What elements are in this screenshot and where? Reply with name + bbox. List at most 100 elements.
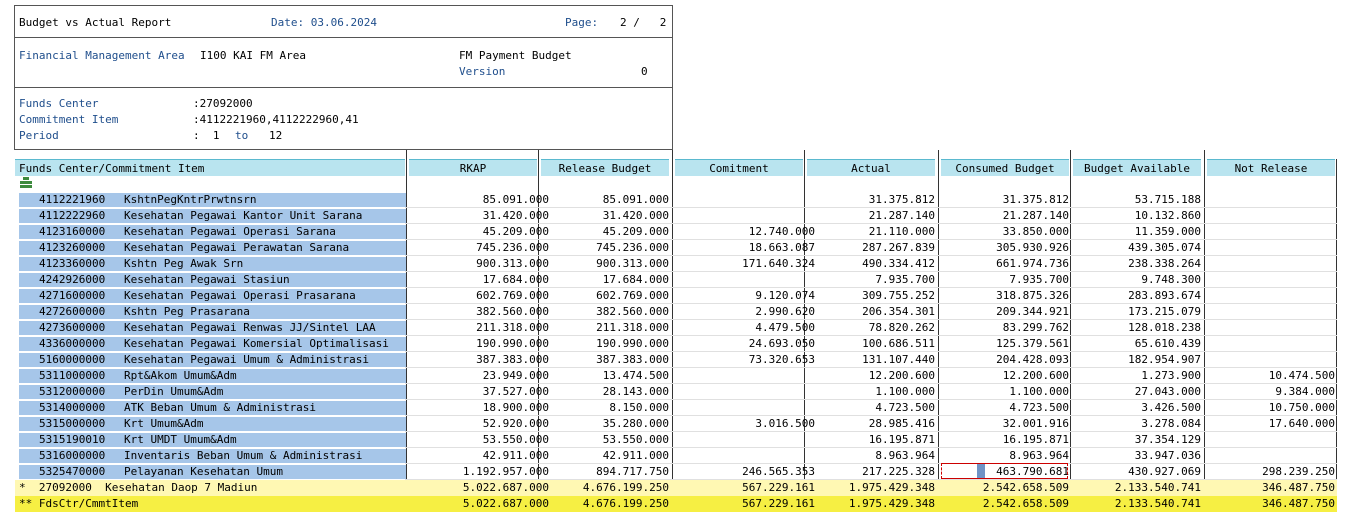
cell-not-release[interactable] bbox=[1205, 320, 1339, 336]
cell-comit[interactable] bbox=[673, 448, 819, 464]
commitment-item-cell[interactable]: 5311000000 Rpt&Akom Umum&Adm bbox=[19, 369, 406, 383]
cell-actual[interactable]: 28.985.416 bbox=[868, 417, 935, 430]
cell-rkap[interactable]: 53.550.000 bbox=[482, 433, 549, 446]
col-header-item[interactable]: Funds Center/Commitment Item bbox=[15, 159, 405, 176]
cell-not-release[interactable] bbox=[1205, 208, 1339, 224]
cell-actual[interactable]: 21.287.140 bbox=[868, 209, 935, 222]
cell-actual[interactable]: 100.686.511 bbox=[862, 337, 935, 350]
table-row[interactable]: 4273600000 Kesehatan Pegawai Renwas JJ/Si… bbox=[15, 320, 1337, 336]
cell-actual[interactable]: 7.935.700 bbox=[875, 273, 935, 286]
cell-consumed[interactable]: 16.195.871 bbox=[1002, 433, 1069, 446]
cell-rkap[interactable]: 211.318.000 bbox=[476, 321, 549, 334]
commitment-item-cell[interactable]: 4123360000 Kshtn Peg Awak Srn bbox=[19, 257, 406, 271]
cell-rkap[interactable]: 745.236.000 bbox=[476, 241, 549, 254]
total-consumed[interactable]: 2.542.658.509 bbox=[982, 481, 1069, 494]
cell-consumed[interactable]: 32.001.916 bbox=[1002, 417, 1069, 430]
cell-actual[interactable]: 4.723.500 bbox=[875, 401, 935, 414]
subtotal-row[interactable]: * 27092000 Kesehatan Daop 7 Madiun 5.022.… bbox=[15, 480, 1337, 496]
col-header-rkap[interactable]: RKAP bbox=[409, 159, 537, 176]
commitment-item-cell[interactable]: 5325470000 Pelayanan Kesehatan Umum bbox=[19, 465, 406, 479]
commitment-item-cell[interactable]: 5314000000 ATK Beban Umum & Administrasi bbox=[19, 401, 406, 415]
col-header-release[interactable]: Release Budget bbox=[541, 159, 669, 176]
cell-rkap[interactable]: 17.684.000 bbox=[482, 273, 549, 286]
cell-consumed[interactable]: 12.200.600 bbox=[1002, 369, 1069, 382]
cell-comit[interactable] bbox=[673, 432, 819, 448]
cell-available[interactable]: 27.043.000 bbox=[1134, 385, 1201, 398]
cell-not-release[interactable] bbox=[1205, 432, 1339, 448]
total-available[interactable]: 2.133.540.741 bbox=[1114, 497, 1201, 510]
cell-not-release[interactable] bbox=[1205, 240, 1339, 256]
cell-available[interactable]: 238.338.264 bbox=[1128, 257, 1201, 270]
table-row[interactable]: 5316000000 Inventaris Beban Umum & Admini… bbox=[15, 448, 1337, 464]
cell-release[interactable]: 53.550.000 bbox=[602, 433, 669, 446]
cell-consumed[interactable]: 318.875.326 bbox=[996, 289, 1069, 302]
cell-consumed[interactable]: 204.428.093 bbox=[996, 353, 1069, 366]
table-row[interactable]: 4123360000 Kshtn Peg Awak Srn 900.313.000 9… bbox=[15, 256, 1337, 272]
cell-actual[interactable]: 78.820.262 bbox=[868, 321, 935, 334]
cell-available[interactable]: 3.278.084 bbox=[1141, 417, 1201, 430]
cell-not-release[interactable]: 298.239.250 bbox=[1262, 465, 1335, 478]
cell-comit[interactable]: 73.320.653 bbox=[748, 353, 815, 366]
table-row[interactable]: 4112221960 KshtnPegKntrPrwtnsrn 85.091.000… bbox=[15, 192, 1337, 208]
cell-actual[interactable]: 131.107.440 bbox=[862, 353, 935, 366]
cell-actual[interactable]: 16.195.871 bbox=[868, 433, 935, 446]
table-row[interactable]: 4336000000 Kesehatan Pegawai Komersial Op… bbox=[15, 336, 1337, 352]
cell-comit[interactable]: 12.740.000 bbox=[748, 225, 815, 238]
cell-available[interactable]: 1.273.900 bbox=[1141, 369, 1201, 382]
cell-rkap[interactable]: 1.192.957.000 bbox=[462, 465, 549, 478]
table-row[interactable]: 5325470000 Pelayanan Kesehatan Umum 1.192.… bbox=[15, 464, 1337, 480]
selected-cell[interactable] bbox=[941, 463, 1068, 479]
cell-rkap[interactable]: 602.769.000 bbox=[476, 289, 549, 302]
cell-available[interactable]: 283.893.674 bbox=[1128, 289, 1201, 302]
cell-release[interactable]: 45.209.000 bbox=[602, 225, 669, 238]
commitment-item-cell[interactable]: 4336000000 Kesehatan Pegawai Komersial Op… bbox=[19, 337, 406, 351]
cell-available[interactable]: 439.305.074 bbox=[1128, 241, 1201, 254]
cell-release[interactable]: 900.313.000 bbox=[596, 257, 669, 270]
cell-available[interactable]: 173.215.079 bbox=[1128, 305, 1201, 318]
total-actual[interactable]: 1.975.429.348 bbox=[848, 497, 935, 510]
total-consumed[interactable]: 2.542.658.509 bbox=[982, 497, 1069, 510]
col-header-actual[interactable]: Actual bbox=[807, 159, 935, 176]
cell-not-release[interactable] bbox=[1205, 288, 1339, 304]
cell-consumed[interactable]: 661.974.736 bbox=[996, 257, 1069, 270]
total-available[interactable]: 2.133.540.741 bbox=[1114, 481, 1201, 494]
table-row[interactable]: 4112222960 Kesehatan Pegawai Kantor Unit … bbox=[15, 208, 1337, 224]
cell-not-release[interactable] bbox=[1205, 352, 1339, 368]
cell-rkap[interactable]: 190.990.000 bbox=[476, 337, 549, 350]
cell-comit[interactable] bbox=[673, 384, 819, 400]
cell-not-release[interactable]: 9.384.000 bbox=[1275, 385, 1335, 398]
cell-actual[interactable]: 1.100.000 bbox=[875, 385, 935, 398]
cell-rkap[interactable]: 18.900.000 bbox=[482, 401, 549, 414]
commitment-item-cell[interactable]: 4271600000 Kesehatan Pegawai Operasi Pras… bbox=[19, 289, 406, 303]
hierarchy-icon[interactable] bbox=[19, 177, 33, 189]
table-row[interactable]: 5314000000 ATK Beban Umum & Administrasi 1… bbox=[15, 400, 1337, 416]
cell-comit[interactable] bbox=[673, 192, 819, 208]
cell-comit[interactable]: 3.016.500 bbox=[755, 417, 815, 430]
cell-comit[interactable] bbox=[673, 208, 819, 224]
total-comit[interactable]: 567.229.161 bbox=[742, 481, 815, 494]
cell-available[interactable]: 128.018.238 bbox=[1128, 321, 1201, 334]
total-not-release[interactable]: 346.487.750 bbox=[1262, 497, 1335, 510]
cell-comit[interactable]: 246.565.353 bbox=[742, 465, 815, 478]
total-release[interactable]: 4.676.199.250 bbox=[582, 497, 669, 510]
cell-available[interactable]: 53.715.188 bbox=[1134, 193, 1201, 206]
commitment-item-cell[interactable]: 5316000000 Inventaris Beban Umum & Admini… bbox=[19, 449, 406, 463]
cell-actual[interactable]: 31.375.812 bbox=[868, 193, 935, 206]
cell-release[interactable]: 211.318.000 bbox=[596, 321, 669, 334]
commitment-item-cell[interactable]: 4112221960 KshtnPegKntrPrwtnsrn bbox=[19, 193, 406, 207]
cell-consumed[interactable]: 125.379.561 bbox=[996, 337, 1069, 350]
cell-available[interactable]: 3.426.500 bbox=[1141, 401, 1201, 414]
cell-release[interactable]: 387.383.000 bbox=[596, 353, 669, 366]
cell-consumed[interactable]: 8.963.964 bbox=[1009, 449, 1069, 462]
cell-consumed[interactable]: 31.375.812 bbox=[1002, 193, 1069, 206]
cell-release[interactable]: 190.990.000 bbox=[596, 337, 669, 350]
commitment-item-cell[interactable]: 4112222960 Kesehatan Pegawai Kantor Unit … bbox=[19, 209, 406, 223]
cell-rkap[interactable]: 42.911.000 bbox=[482, 449, 549, 462]
cell-actual[interactable]: 490.334.412 bbox=[862, 257, 935, 270]
total-rkap[interactable]: 5.022.687.000 bbox=[462, 497, 549, 510]
cell-release[interactable]: 31.420.000 bbox=[602, 209, 669, 222]
table-row[interactable]: 5315000000 Krt Umum&Adm 52.920.000 35.280.0… bbox=[15, 416, 1337, 432]
cell-not-release[interactable] bbox=[1205, 256, 1339, 272]
cell-rkap[interactable]: 900.313.000 bbox=[476, 257, 549, 270]
cell-not-release[interactable] bbox=[1205, 192, 1339, 208]
